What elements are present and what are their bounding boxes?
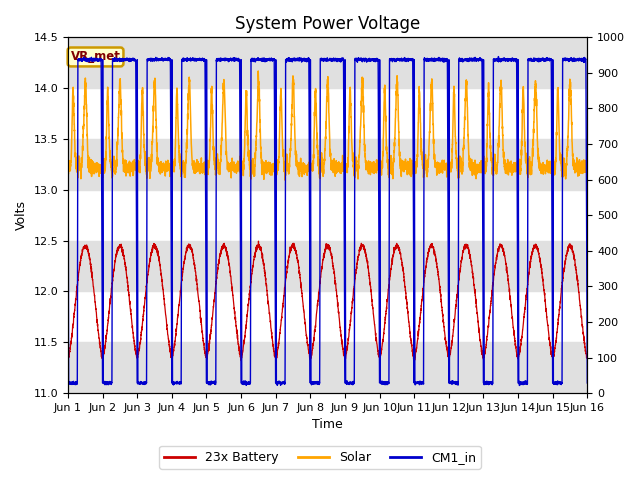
Title: System Power Voltage: System Power Voltage [235,15,420,33]
CM1_in [474,57,481,62]
CM1_in [583,267,591,273]
Solar [281,177,289,183]
Solar [584,164,591,170]
CM1_in [157,56,165,62]
Solar [254,68,262,74]
Bar [68,37,588,88]
CM1_in [516,383,524,388]
Solar [415,84,423,89]
Solar [474,165,481,170]
23x Battery [255,238,262,244]
Solar [157,169,165,175]
Solar [64,167,72,173]
Bar [68,139,588,190]
23x Battery [237,358,245,364]
Bar [68,342,588,393]
CM1_in [444,127,452,132]
23x Battery [64,353,72,359]
23x Battery [474,312,481,317]
23x Battery [157,272,165,278]
CM1_in [495,54,502,60]
23x Battery [415,324,423,329]
Bar [68,240,588,291]
CM1_in [308,380,316,386]
X-axis label: Time: Time [312,419,343,432]
23x Battery [583,354,591,360]
Y-axis label: Volts: Volts [15,200,28,230]
CM1_in [64,57,72,62]
Solar [583,166,591,171]
Legend: 23x Battery, Solar, CM1_in: 23x Battery, Solar, CM1_in [159,446,481,469]
Text: VR_met: VR_met [70,50,120,63]
23x Battery [308,347,316,353]
CM1_in [415,381,423,386]
23x Battery [444,352,452,358]
Solar [444,164,452,169]
Line: CM1_in: CM1_in [68,57,588,385]
Line: 23x Battery: 23x Battery [68,241,588,361]
Solar [308,162,316,168]
Line: Solar: Solar [68,71,588,180]
23x Battery [584,353,591,359]
CM1_in [584,380,591,386]
